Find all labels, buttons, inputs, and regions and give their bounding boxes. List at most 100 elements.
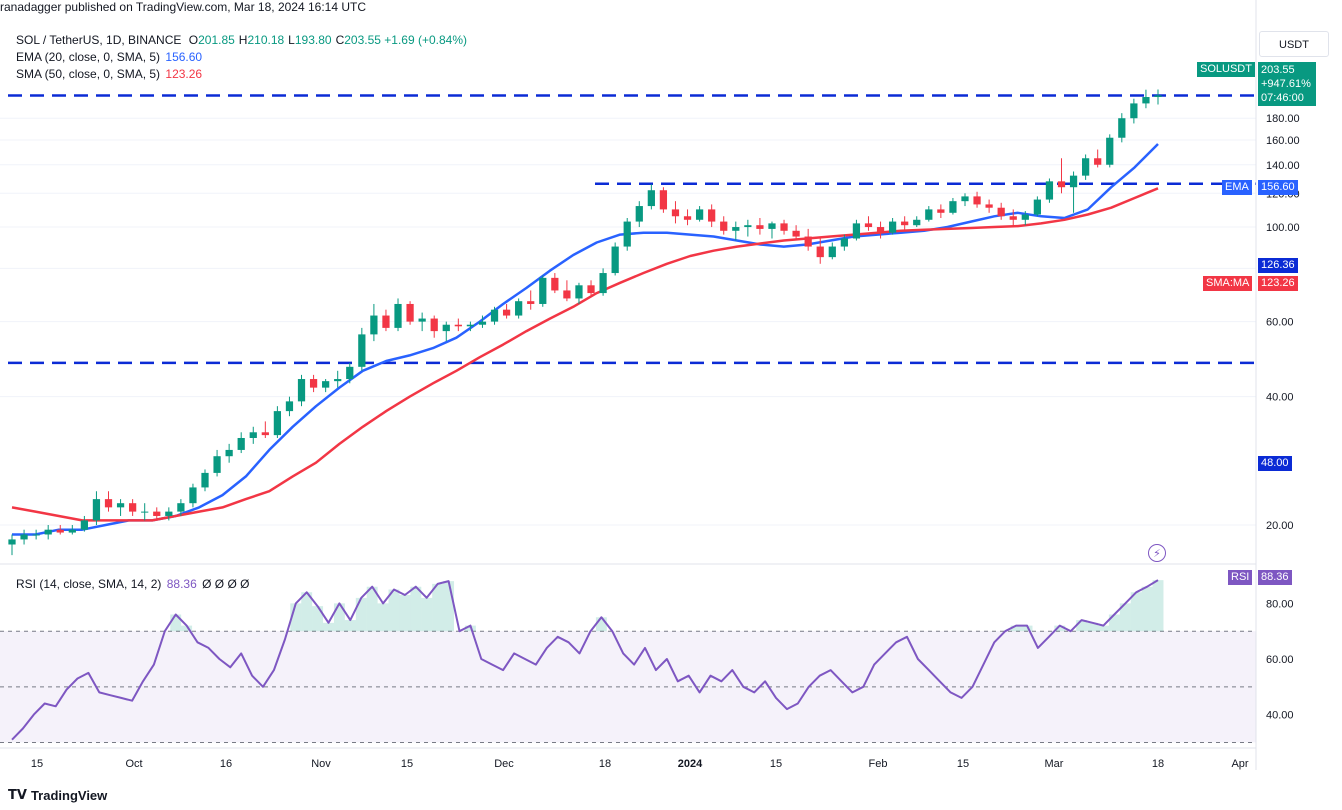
candle-body bbox=[454, 324, 462, 327]
candle-body bbox=[1033, 199, 1041, 215]
sma-price-tag: 123.26 bbox=[1258, 276, 1298, 291]
rsi-value: 88.36 bbox=[166, 577, 197, 591]
candle-body bbox=[8, 539, 16, 545]
price-axis: 20.0040.0060.0080.00100.00120.00140.0016… bbox=[1266, 113, 1300, 721]
ema-legend[interactable]: EMA (20, close, 0, SMA, 5) 156.60 bbox=[16, 49, 202, 65]
sma-line bbox=[11, 187, 1159, 522]
candle-body bbox=[961, 196, 969, 202]
time-tick-label: Dec bbox=[494, 758, 514, 770]
sma-legend[interactable]: SMA (50, close, 0, SMA, 5) 123.26 bbox=[16, 66, 202, 82]
candle-body bbox=[177, 503, 185, 512]
time-tick-label: Oct bbox=[125, 758, 142, 770]
candle-body bbox=[780, 223, 788, 231]
candle-body bbox=[804, 236, 812, 247]
candle-body bbox=[937, 209, 945, 213]
candle-body bbox=[442, 324, 450, 332]
candle-body bbox=[129, 503, 137, 512]
time-tick-label: Apr bbox=[1231, 758, 1248, 770]
candle-body bbox=[695, 209, 704, 220]
candle-body bbox=[370, 315, 378, 335]
rsi-price-tag: 88.36 bbox=[1258, 570, 1292, 585]
currency-selector[interactable]: USDT bbox=[1259, 31, 1329, 57]
candle-body bbox=[56, 529, 64, 533]
rsi-pane bbox=[0, 579, 1256, 743]
rsi-tick-label: 40.00 bbox=[1266, 710, 1294, 722]
candle-body bbox=[358, 334, 366, 367]
candle-body bbox=[297, 379, 306, 402]
candle-body bbox=[394, 303, 402, 328]
candle-body bbox=[1082, 158, 1090, 176]
candle-body bbox=[563, 290, 571, 299]
time-tick-label: 16 bbox=[220, 758, 232, 770]
candle-body bbox=[261, 432, 269, 436]
candle-body bbox=[768, 223, 776, 229]
candle-body bbox=[756, 225, 764, 229]
candle-body bbox=[973, 196, 981, 205]
tradingview-mark-icon: 𝗧𝗩 bbox=[8, 787, 27, 802]
candle-body bbox=[1094, 158, 1102, 165]
candle-body bbox=[478, 321, 487, 325]
candle-body bbox=[92, 499, 101, 521]
ohlc-c: C203.55 bbox=[335, 33, 381, 47]
lightning-icon[interactable]: ⚡ bbox=[1148, 544, 1166, 562]
time-tick-label: Feb bbox=[869, 758, 888, 770]
candle-body bbox=[792, 230, 800, 237]
candle-body bbox=[876, 227, 885, 233]
candle-body bbox=[840, 238, 848, 247]
horizontal-levels bbox=[8, 94, 1256, 365]
candle-body bbox=[985, 204, 993, 208]
bar-countdown: 07:46:00 bbox=[1261, 92, 1304, 104]
candle-body bbox=[864, 223, 873, 228]
ohlc-h: H210.18 bbox=[238, 33, 285, 47]
candle-body bbox=[382, 315, 390, 328]
change-value: +1.69 (+0.84%) bbox=[384, 33, 468, 47]
time-tick-label: 18 bbox=[599, 758, 611, 770]
price-tick-label: 40.00 bbox=[1266, 392, 1294, 404]
brand-text: TradingView bbox=[30, 787, 108, 803]
price-tick-label: 180.00 bbox=[1266, 113, 1300, 125]
candle-body bbox=[949, 201, 957, 213]
time-tick-label: 18 bbox=[1152, 758, 1164, 770]
candle-body bbox=[515, 301, 523, 316]
candle-body bbox=[925, 209, 933, 220]
candle-body bbox=[901, 221, 909, 226]
rsi-series-tag: RSI bbox=[1228, 570, 1253, 585]
time-tick-label: Nov bbox=[311, 758, 331, 770]
time-tick-label: 15 bbox=[31, 758, 43, 770]
candle-body bbox=[888, 221, 897, 233]
tradingview-logo[interactable]: 𝗧𝗩 TradingView bbox=[8, 787, 107, 803]
symbol-legend[interactable]: SOL / TetherUS, 1D, BINANCE O201.85 H210.… bbox=[16, 32, 467, 48]
candle-body bbox=[406, 303, 414, 322]
candle-body bbox=[551, 277, 559, 291]
sma-label: SMA (50, close, 0, SMA, 5) bbox=[16, 67, 161, 81]
symbol-tag: SOLUSDT bbox=[1197, 62, 1255, 77]
candle-body bbox=[1009, 216, 1017, 220]
price-tick-label: 100.00 bbox=[1266, 222, 1300, 234]
candle-body bbox=[623, 221, 631, 247]
rsi-tick-label: 80.00 bbox=[1266, 598, 1294, 610]
candle-body bbox=[20, 534, 28, 540]
time-tick-label: 15 bbox=[957, 758, 969, 770]
candle-body bbox=[1142, 97, 1150, 104]
candle-body bbox=[1130, 103, 1138, 119]
candle-body bbox=[165, 511, 173, 516]
price-grid bbox=[0, 117, 1256, 526]
candle-body bbox=[1154, 95, 1162, 98]
candle-body bbox=[913, 219, 921, 226]
candle-body bbox=[418, 318, 426, 322]
candle-body bbox=[201, 472, 209, 488]
rsi-legend[interactable]: RSI (14, close, SMA, 14, 2) 88.36 Ø Ø Ø … bbox=[16, 576, 249, 592]
candle-body bbox=[635, 206, 643, 222]
candle-body bbox=[708, 209, 716, 222]
candle-body bbox=[68, 529, 76, 533]
rsi-label: RSI (14, close, SMA, 14, 2) bbox=[16, 577, 162, 591]
candle-body bbox=[80, 520, 88, 530]
candle-body bbox=[1057, 181, 1066, 188]
candle-body bbox=[828, 246, 836, 258]
candle-body bbox=[575, 285, 583, 299]
ema-series-tag: EMA bbox=[1222, 180, 1252, 195]
ohlc-o: O201.85 bbox=[188, 33, 235, 47]
ema-label: EMA (20, close, 0, SMA, 5) bbox=[16, 50, 161, 64]
candle-body bbox=[153, 511, 161, 516]
